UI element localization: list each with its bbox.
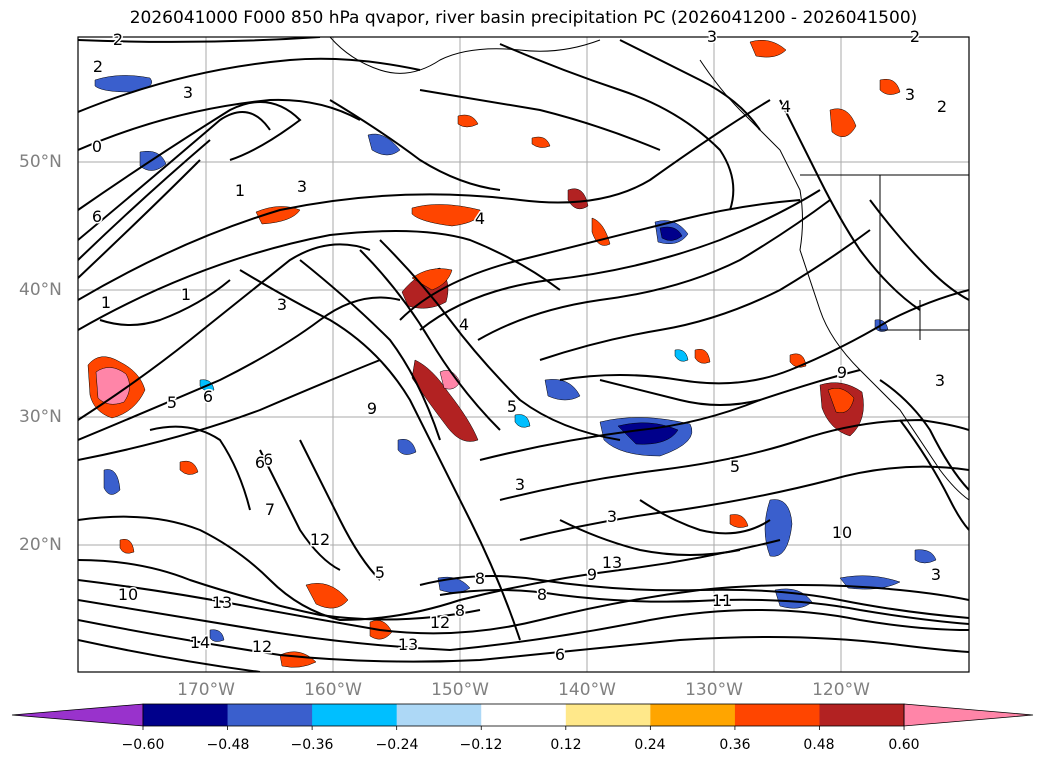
contour-label: 1: [101, 293, 111, 312]
colorbar-extend-min: [11, 703, 144, 727]
contour-label: 12: [430, 613, 450, 632]
colorbar-segment: [312, 704, 398, 726]
colorbar-tick: −0.36: [290, 737, 334, 753]
contour-label: 3: [931, 565, 941, 584]
lon-label-140w: 140°W: [558, 680, 616, 700]
contour-label: 1: [235, 181, 245, 200]
qvapor-contours: [78, 37, 969, 672]
colorbar-tick: 0.24: [634, 737, 666, 753]
lat-label-30n: 30°N: [19, 407, 62, 427]
contour-label: 4: [459, 315, 469, 334]
contour-label: 9: [367, 399, 377, 418]
colorbar-outline: [142, 703, 905, 727]
contour-label: 0: [92, 137, 102, 156]
contour-label: 5: [375, 563, 385, 582]
contour-label: 5: [730, 457, 740, 476]
colorbar-segment: [650, 704, 736, 726]
contour-label: 8: [537, 585, 547, 604]
colorbar-segment: [565, 704, 651, 726]
contour-label: 3: [607, 507, 617, 526]
contour-label: 8: [455, 601, 465, 620]
contour-label: 2: [937, 97, 947, 116]
graticule: [78, 37, 969, 672]
contour-label: 10: [118, 585, 138, 604]
colorbar-tick: −0.24: [375, 737, 419, 753]
contour-label: 12: [310, 530, 330, 549]
contour-label: 3: [183, 83, 193, 102]
contour-label: 6: [255, 453, 265, 472]
colorbar-segment: [481, 704, 567, 726]
lon-label-160w: 160°W: [304, 680, 362, 700]
lat-label-20n: 20°N: [19, 535, 62, 555]
contour-label: 10: [832, 523, 852, 542]
lon-label-130w: 130°W: [685, 680, 743, 700]
contour-label: 6: [92, 207, 102, 226]
colorbar-tick: 0.60: [888, 737, 920, 753]
colorbar-tick: −0.60: [121, 737, 165, 753]
colorbar-segment: [227, 704, 313, 726]
contour-label: 5: [507, 397, 517, 416]
contour-label: 11: [712, 591, 732, 610]
contour-label: 8: [475, 569, 485, 588]
contour-label: 9: [587, 565, 597, 584]
contour-label: 3: [297, 177, 307, 196]
lat-label-40n: 40°N: [19, 280, 62, 300]
lon-label-150w: 150°W: [431, 680, 489, 700]
contour-label: 2: [113, 30, 123, 49]
lon-label-120w: 120°W: [812, 680, 870, 700]
colorbar-tick: −0.12: [459, 737, 503, 753]
contour-label: 9: [837, 363, 847, 382]
coastlines: [329, 37, 969, 501]
contour-label: 7: [265, 500, 275, 519]
colorbar-tick: −0.48: [206, 737, 250, 753]
map-title: 2026041000 F000 850 hPa qvapor, river ba…: [129, 8, 918, 28]
colorbar-tick: 0.12: [550, 737, 582, 753]
lon-label-170w: 170°W: [177, 680, 235, 700]
colorbar-segment: [819, 704, 905, 726]
lat-label-50n: 50°N: [19, 152, 62, 172]
contour-label: 4: [475, 209, 485, 228]
contour-label: 2: [910, 27, 920, 46]
map-frame: [77, 36, 970, 673]
contour-label: 13: [602, 553, 622, 572]
contour-label: 13: [398, 635, 418, 654]
contour-label: 12: [252, 637, 272, 656]
contour-label: 5: [167, 393, 177, 412]
colorbar-extend-max: [903, 703, 1034, 727]
contour-label: 3: [935, 371, 945, 390]
contour-label: 3: [905, 85, 915, 104]
colorbar: [11, 703, 1034, 730]
contour-label: 6: [263, 450, 273, 469]
contour-label: 14: [190, 633, 210, 652]
contour-label: 6: [555, 645, 565, 664]
contour-label: 13: [212, 593, 232, 612]
contour-label: 1: [181, 285, 191, 304]
colorbar-tick: 0.36: [719, 737, 751, 753]
contour-label: 2: [93, 57, 103, 76]
colorbar-segment: [143, 704, 229, 726]
contour-label: 6: [203, 387, 213, 406]
colorbar-segment: [396, 704, 482, 726]
contour-label: 4: [781, 97, 791, 116]
contour-label: 3: [515, 475, 525, 494]
colorbar-segment: [734, 704, 820, 726]
colorbar-tick: 0.48: [803, 737, 835, 753]
contour-label: 3: [707, 27, 717, 46]
contour-label: 3: [277, 295, 287, 314]
